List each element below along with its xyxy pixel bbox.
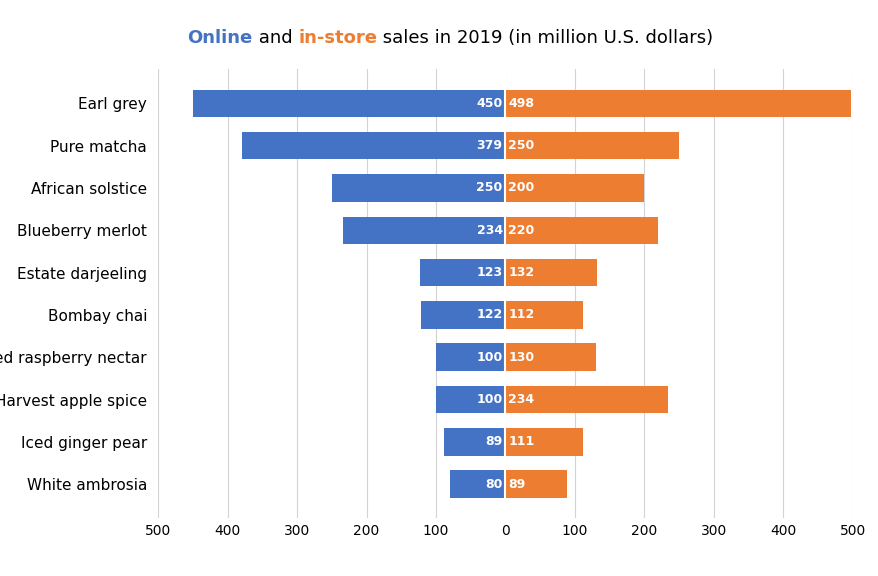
Bar <box>505 428 582 456</box>
Text: 132: 132 <box>507 266 534 279</box>
Bar <box>421 301 505 329</box>
Bar <box>242 132 505 160</box>
Bar <box>505 259 596 286</box>
Bar <box>420 259 505 286</box>
Bar <box>505 132 678 160</box>
Bar <box>505 386 667 414</box>
Text: 122: 122 <box>476 308 502 321</box>
Bar <box>193 89 505 117</box>
Text: and: and <box>253 29 298 47</box>
Text: 112: 112 <box>507 308 534 321</box>
Text: 250: 250 <box>476 181 502 195</box>
Bar <box>505 217 658 244</box>
Text: 123: 123 <box>476 266 502 279</box>
Bar <box>435 343 505 371</box>
Bar <box>505 301 582 329</box>
Text: 111: 111 <box>507 435 534 448</box>
Text: 234: 234 <box>476 223 502 237</box>
Text: 379: 379 <box>476 139 502 152</box>
Text: 130: 130 <box>507 351 534 364</box>
Bar <box>332 174 505 202</box>
Text: 498: 498 <box>507 97 534 110</box>
Text: 250: 250 <box>507 139 534 152</box>
Text: 200: 200 <box>507 181 534 195</box>
Text: 450: 450 <box>476 97 502 110</box>
Bar <box>505 174 644 202</box>
Bar <box>505 343 595 371</box>
Text: 89: 89 <box>507 478 525 491</box>
Bar <box>450 471 505 498</box>
Bar <box>435 386 505 414</box>
Text: 89: 89 <box>485 435 502 448</box>
Bar <box>342 217 505 244</box>
Text: 100: 100 <box>476 351 502 364</box>
Text: 220: 220 <box>507 223 534 237</box>
Bar <box>443 428 505 456</box>
Text: 100: 100 <box>476 393 502 406</box>
Text: 80: 80 <box>485 478 502 491</box>
Bar <box>505 89 850 117</box>
Bar <box>505 471 566 498</box>
Text: Online: Online <box>187 29 253 47</box>
Text: in-store: in-store <box>298 29 377 47</box>
Text: 234: 234 <box>507 393 534 406</box>
Text: sales in 2019 (in million U.S. dollars): sales in 2019 (in million U.S. dollars) <box>377 29 713 47</box>
